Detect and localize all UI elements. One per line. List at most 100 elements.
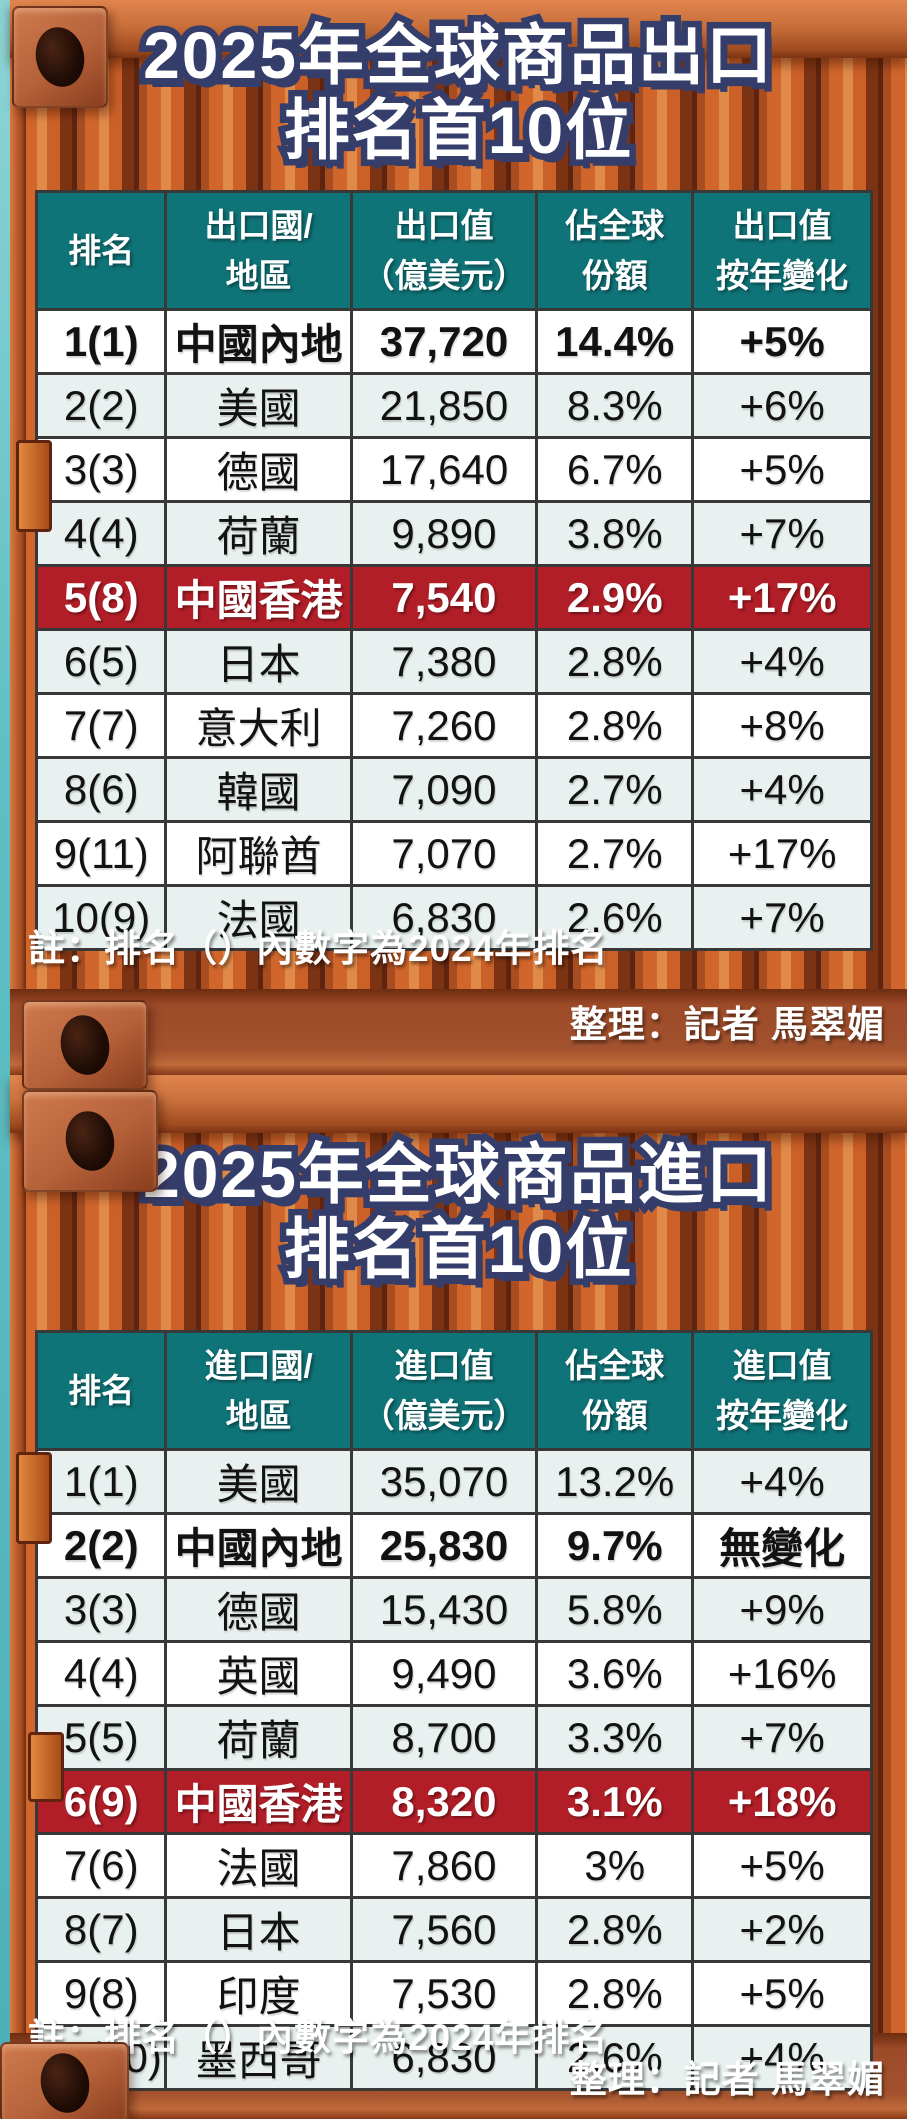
cell-share: 3.8% — [535, 500, 695, 567]
cell-rank: 9(11) — [34, 820, 168, 887]
cell-share: 3% — [535, 1832, 695, 1899]
cell-share: 2.8% — [535, 692, 695, 759]
column-header-4: 進口值 按年變化 — [691, 1330, 873, 1451]
column-header-line: （億美元） — [361, 256, 527, 294]
export-table-title: 2025年全球商品出口 排名首10位 — [10, 12, 907, 174]
cell-rank: 5(5) — [34, 1704, 168, 1771]
cell-rank: 4(4) — [34, 500, 168, 567]
column-header-line: 出口國/ — [204, 207, 313, 244]
table-row: 3(3) 德國 17,640 6.7% +5% — [34, 436, 873, 503]
column-header-line: 地區 — [225, 1396, 292, 1434]
cell-value: 35,070 — [349, 1448, 539, 1515]
column-header-line: 地區 — [225, 256, 292, 294]
cell-region: 中國香港 — [164, 564, 353, 631]
cell-rank: 3(3) — [34, 436, 168, 503]
cell-change: +18% — [691, 1768, 873, 1835]
cell-share: 3.1% — [535, 1768, 695, 1835]
cell-region: 韓國 — [164, 756, 353, 823]
cell-region: 日本 — [164, 1896, 353, 1963]
table-header-row: 排名 進口國/地區 進口值 （億美元） 佔全球 份額 進口值 按年變化 — [34, 1330, 873, 1451]
cell-value: 7,540 — [349, 564, 539, 631]
cell-share: 8.3% — [535, 372, 695, 439]
cell-share: 5.8% — [535, 1576, 695, 1643]
cell-region: 法國 — [164, 884, 353, 951]
corner-casting — [22, 1090, 158, 1192]
cell-value: 9,490 — [349, 1640, 539, 1707]
cell-change: +7% — [691, 1704, 873, 1771]
container-top-rail — [10, 1075, 907, 1133]
cell-change: 無變化 — [691, 1512, 873, 1579]
table-row: 4(4) 荷蘭 9,890 3.8% +7% — [34, 500, 873, 567]
cell-value: 7,260 — [349, 692, 539, 759]
table-row: 5(5) 荷蘭 8,700 3.3% +7% — [34, 1704, 873, 1771]
cell-share: 2.8% — [535, 628, 695, 695]
cell-region: 墨西哥 — [164, 2024, 353, 2091]
table-row: 1(1) 美國 35,070 13.2% +4% — [34, 1448, 873, 1515]
cell-value: 21,850 — [349, 372, 539, 439]
cell-rank: 9(8) — [34, 1960, 168, 2027]
cell-share: 2.7% — [535, 820, 695, 887]
cell-change: +7% — [691, 500, 873, 567]
casting-hole — [60, 1106, 120, 1176]
table-row: 2(2) 美國 21,850 8.3% +6% — [34, 372, 873, 439]
column-header-line: 排名 — [68, 1371, 135, 1409]
column-header-4: 出口值 按年變化 — [691, 190, 873, 311]
column-header-0: 排名 — [34, 1330, 168, 1451]
cell-region: 英國 — [164, 1640, 353, 1707]
cell-rank: 1(1) — [34, 1448, 168, 1515]
table-row: 3(3) 德國 15,430 5.8% +9% — [34, 1576, 873, 1643]
table-body: 1(1) 美國 35,070 13.2% +4% 2(2) 中國內地 25,830 9.7% 無變… — [34, 1448, 873, 2091]
cell-value: 7,860 — [349, 1832, 539, 1899]
column-header-line: 佔全球 — [565, 207, 665, 244]
cell-value: 37,720 — [349, 308, 539, 375]
table-body: 1(1) 中國內地 37,720 14.4% +5% 2(2) 美國 21,850 8.3% +6… — [34, 308, 873, 951]
cell-value: 7,530 — [349, 1960, 539, 2027]
cell-value: 6,830 — [349, 884, 539, 951]
cell-change: +9% — [691, 1576, 873, 1643]
cell-rank: 2(2) — [34, 372, 168, 439]
column-header-line: 份額 — [581, 1396, 648, 1434]
cell-region: 美國 — [164, 372, 353, 439]
table-row: 6(5) 日本 7,380 2.8% +4% — [34, 628, 873, 695]
cell-change: +4% — [691, 1448, 873, 1515]
column-header-0: 排名 — [34, 190, 168, 311]
container-top-rail — [10, 0, 907, 58]
cell-share: 3.3% — [535, 1704, 695, 1771]
cell-region: 荷蘭 — [164, 500, 353, 567]
column-header-line: 進口國/ — [204, 1347, 313, 1384]
casting-hole — [55, 1010, 115, 1080]
column-header-line: 出口值 — [732, 207, 832, 244]
cell-change: +8% — [691, 692, 873, 759]
cell-value: 17,640 — [349, 436, 539, 503]
cell-value: 8,320 — [349, 1768, 539, 1835]
cell-rank: 7(7) — [34, 692, 168, 759]
cell-change: +5% — [691, 1960, 873, 2027]
cell-share: 2.8% — [535, 1896, 695, 1963]
title-line-2: 排名首10位 — [277, 87, 637, 174]
cell-region: 美國 — [164, 1448, 353, 1515]
cell-rank: 6(5) — [34, 628, 168, 695]
cell-value: 7,560 — [349, 1896, 539, 1963]
cell-value: 6,830 — [349, 2024, 539, 2091]
column-header-line: 進口值 — [394, 1347, 494, 1384]
cell-share: 2.7% — [535, 756, 695, 823]
door-hinge — [28, 1732, 64, 1802]
import-container-panel: 2025年全球商品進口 排名首10位 排名 進口國/地區 進口值 （億美元） 佔全球 份額進… — [10, 1075, 907, 2119]
cell-region: 印度 — [164, 1960, 353, 2027]
cell-change: +5% — [691, 308, 873, 375]
table-row: 5(8) 中國香港 7,540 2.9% +17% — [34, 564, 873, 631]
cell-value: 9,890 — [349, 500, 539, 567]
column-header-line: 出口值 — [394, 207, 494, 244]
table-header-row: 排名 出口國/地區 出口值 （億美元） 佔全球份額 出口值 按年變化 — [34, 190, 873, 311]
cell-rank: 3(3) — [34, 1576, 168, 1643]
cell-change: +4% — [691, 628, 873, 695]
column-header-1: 進口國/地區 — [164, 1330, 353, 1451]
cell-rank: 7(6) — [34, 1832, 168, 1899]
title-line-2: 排名首10位 — [277, 1206, 637, 1293]
cell-change: +5% — [691, 436, 873, 503]
column-header-line: 份額 — [581, 256, 648, 294]
cell-rank: 1(1) — [34, 308, 168, 375]
column-header-line: 排名 — [68, 231, 135, 269]
cell-rank: 4(4) — [34, 1640, 168, 1707]
